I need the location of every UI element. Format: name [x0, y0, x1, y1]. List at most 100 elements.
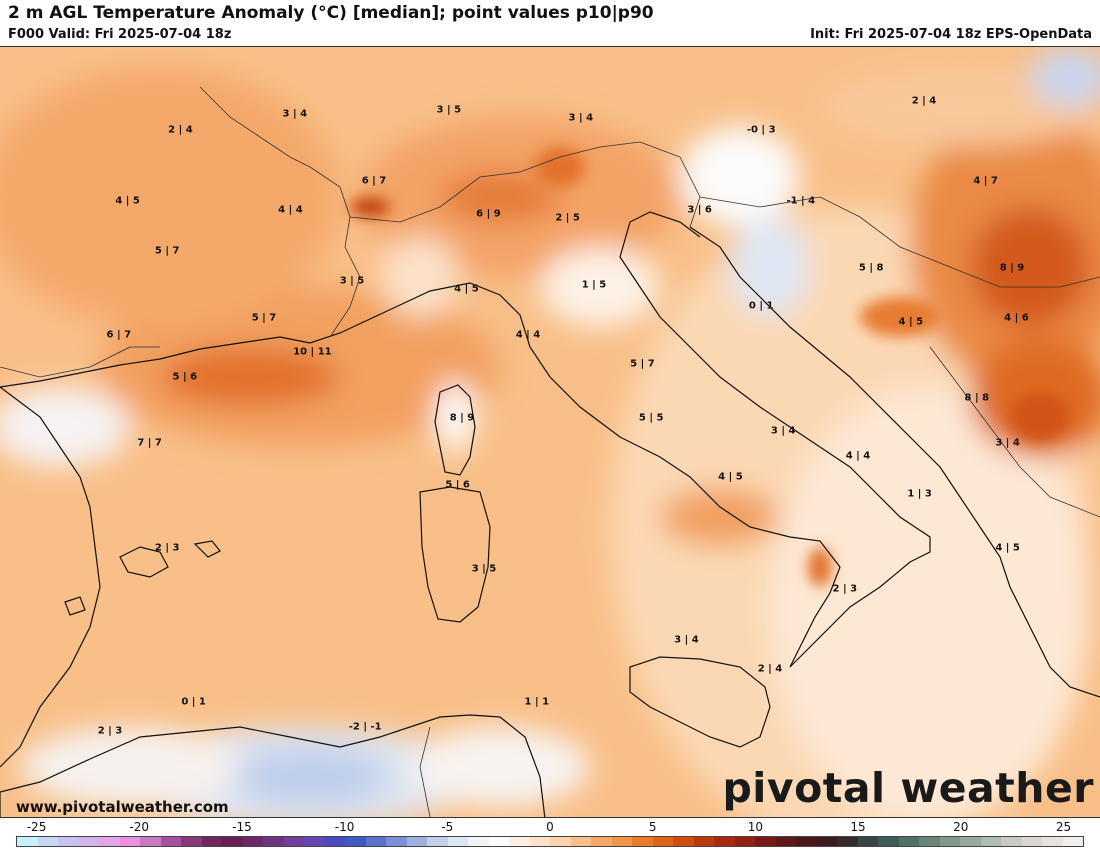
point-value-label: 4 | 5	[898, 316, 924, 328]
point-value-label: 6 | 7	[361, 175, 387, 187]
point-value-label: 2 | 3	[832, 583, 858, 595]
colorbar-swatch	[550, 837, 571, 846]
colorbar-swatch	[447, 837, 468, 846]
point-value-label: 4 | 4	[845, 450, 871, 462]
colorbar-swatch	[796, 837, 817, 846]
point-value-label: 2 | 4	[168, 124, 193, 136]
colorbar-swatch	[406, 837, 427, 846]
brand-logo: pivotal weather	[722, 764, 1094, 812]
iberian-coast	[0, 386, 101, 768]
anomaly-shading	[0, 47, 1100, 817]
point-value-label: 5 | 7	[630, 358, 655, 370]
point-value-label: 3 | 5	[471, 563, 497, 575]
colorbar-swatch	[775, 837, 796, 846]
colorbar-swatch	[283, 837, 304, 846]
point-value-label: 1 | 1	[524, 696, 550, 708]
colorbar-swatch	[181, 837, 202, 846]
point-value-label: 4 | 5	[115, 195, 140, 207]
point-value-label: 3 | 4	[995, 437, 1020, 449]
colorbar-swatch	[1042, 837, 1063, 846]
point-value-label: 6 | 9	[476, 208, 501, 220]
point-value-label: 8 | 9	[999, 262, 1025, 274]
sicily	[629, 656, 771, 748]
colorbar-swatch	[345, 837, 366, 846]
point-value-label: 7 | 7	[137, 437, 162, 449]
colorbar-swatch	[939, 837, 960, 846]
colorbar-swatch	[816, 837, 837, 846]
colorbar-swatch	[99, 837, 120, 846]
colorbar-swatch	[37, 837, 58, 846]
colorbar-swatch	[119, 837, 140, 846]
init-time: Init: Fri 2025-07-04 18z EPS-OpenData	[810, 27, 1092, 42]
point-value-label: 10 | 11	[293, 346, 332, 358]
website-label: www.pivotalweather.com	[16, 798, 229, 816]
colorbar-swatch	[365, 837, 386, 846]
point-value-label: 6 | 7	[106, 329, 132, 341]
point-value-label: 4 | 5	[995, 542, 1020, 554]
colorbar-swatch	[1021, 837, 1042, 846]
tyrrhenian-coast	[0, 282, 841, 668]
mallorca	[119, 546, 169, 578]
anomaly-map: 2 | 4 3 | 4 3 | 5 3 | 4 -0 | 3 2 | 4 4 | 5 4 | …	[0, 46, 1100, 818]
colorbar-swatch	[693, 837, 714, 846]
colorbar-swatch	[427, 837, 448, 846]
colorbar-swatch	[734, 837, 755, 846]
point-value-label: 2 | 4	[911, 95, 937, 107]
colorbar-swatch	[919, 837, 940, 846]
colorbar-swatch	[673, 837, 694, 846]
corsica	[434, 384, 476, 476]
colorbar-swatch	[263, 837, 284, 846]
colorbar-swatch	[468, 837, 489, 846]
colorbar-tick-label: -20	[129, 820, 150, 834]
point-value-label: 2 | 5	[555, 212, 580, 224]
colorbar-tick-label: 15	[850, 820, 866, 834]
colorbar-swatch	[324, 837, 345, 846]
point-value-label: 4 | 4	[515, 329, 541, 341]
point-value-label: 8 | 8	[964, 392, 990, 404]
colorbar-swatch	[58, 837, 79, 846]
croatia-hungary-border	[699, 196, 1100, 288]
coastlines	[0, 211, 1100, 817]
colorbar-swatch	[242, 837, 263, 846]
colorbar-swatch	[386, 837, 407, 846]
point-value-label: 3 | 4	[770, 425, 796, 437]
colorbar-swatch	[570, 837, 591, 846]
colorbar-swatch	[898, 837, 919, 846]
point-value-label: -0 | 3	[746, 124, 776, 136]
france-east-border	[199, 86, 311, 168]
colorbar-tick-label: 25	[1055, 820, 1072, 834]
point-value-label: 5 | 5	[638, 412, 664, 424]
colorbar-tick-label: -5	[441, 820, 454, 834]
colorbar-swatch	[140, 837, 161, 846]
colorbar-swatch	[611, 837, 632, 846]
colorbar-swatch	[201, 837, 222, 846]
colorbar-swatch	[1001, 837, 1022, 846]
map-header: 2 m AGL Temperature Anomaly (°C) [median…	[0, 0, 1100, 46]
colorbar-swatch	[714, 837, 735, 846]
hotspots	[350, 147, 1070, 587]
colorbar-swatch	[488, 837, 509, 846]
colorbar-tick-label: -15	[232, 820, 252, 834]
point-value-label: 5 | 6	[445, 479, 470, 491]
colorbar-swatch	[78, 837, 99, 846]
balkan-inner-border	[929, 346, 1100, 518]
france-italy-border	[309, 166, 361, 338]
colorbar-swatch	[509, 837, 530, 846]
point-value-label: 3 | 6	[687, 204, 712, 216]
colorbar-swatch	[17, 837, 38, 846]
colorbar-tick-label: 10	[747, 820, 764, 834]
colorbar-ticks: -25 -20 -15 -10 -5 0 5 10 15 20 25	[0, 818, 1100, 835]
brand-logo-text: pivotal weather	[722, 764, 1094, 812]
balkan-coast	[689, 226, 1100, 698]
colorbar-tick-label: 20	[953, 820, 969, 834]
point-value-label: 1 | 5	[581, 279, 607, 291]
algeria-tunisia-border	[419, 726, 431, 817]
point-value-label: 0 | 1	[748, 300, 774, 312]
map-canvas	[0, 47, 1100, 817]
point-value-label: 3 | 5	[436, 104, 462, 116]
alpine-border	[349, 141, 681, 223]
colorbar-swatch	[632, 837, 653, 846]
point-value-label: 4 | 5	[454, 283, 479, 295]
colorbar-swatch	[980, 837, 1001, 846]
colorbar-swatch	[857, 837, 878, 846]
